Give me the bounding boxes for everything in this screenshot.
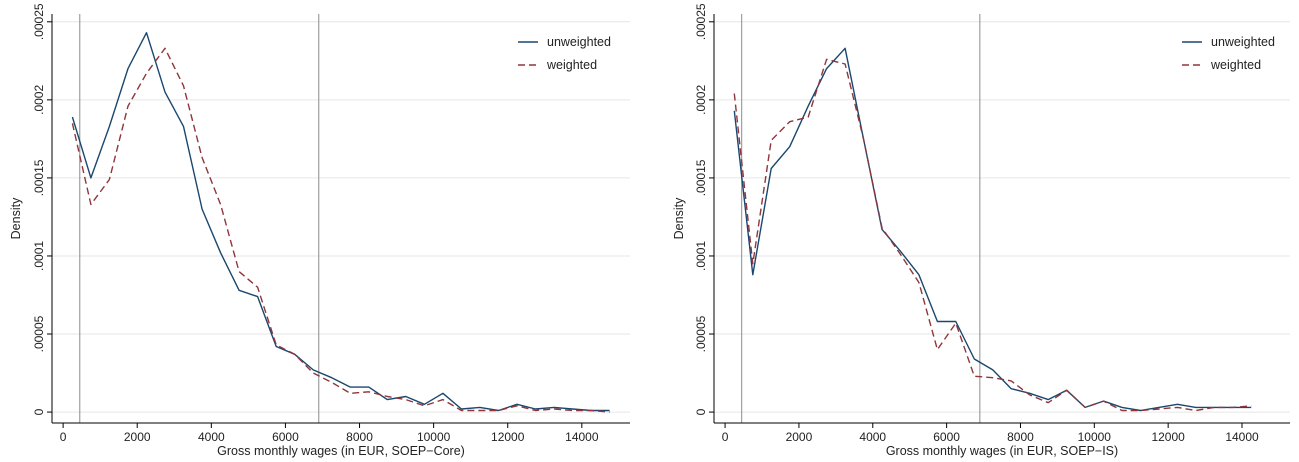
y-tick-label: .0002 bbox=[694, 85, 708, 115]
y-tick-label: .00025 bbox=[32, 3, 46, 40]
x-tick-label: 2000 bbox=[786, 430, 813, 444]
x-tick-label: 2000 bbox=[124, 430, 151, 444]
x-tick-label: 4000 bbox=[859, 430, 886, 444]
x-tick-label: 14000 bbox=[1225, 430, 1259, 444]
y-axis-title: Density bbox=[9, 197, 23, 239]
y-tick-label: .00005 bbox=[32, 315, 46, 352]
y-tick-label: .0001 bbox=[694, 241, 708, 271]
y-axis-title: Density bbox=[672, 197, 686, 239]
figure: 0 2000 4000 6000 8000 10000 12000 14000 0 .00005.… bbox=[0, 0, 1299, 462]
x-tick-label: 4000 bbox=[198, 430, 225, 444]
x-tick-label: 0 bbox=[60, 430, 67, 444]
x-tick-label: 6000 bbox=[933, 430, 960, 444]
figure-background bbox=[0, 0, 1299, 462]
x-tick-label: 12000 bbox=[1151, 430, 1185, 444]
x-tick-label: 14000 bbox=[565, 430, 599, 444]
x-tick-label: 6000 bbox=[272, 430, 299, 444]
legend-label-weighted: weighted bbox=[1210, 58, 1261, 72]
legend-label-unweighted: unweighted bbox=[1211, 35, 1275, 49]
y-tick-label: .0002 bbox=[32, 85, 46, 115]
y-tick-label: 0 bbox=[694, 408, 708, 415]
x-axis-title: Gross monthly wages (in EUR, SOEP−IS) bbox=[886, 444, 1118, 458]
x-tick-label: 0 bbox=[722, 430, 729, 444]
x-tick-label: 8000 bbox=[346, 430, 373, 444]
y-tick-label: .00015 bbox=[694, 159, 708, 196]
x-tick-label: 10000 bbox=[1078, 430, 1112, 444]
legend-label-weighted: weighted bbox=[546, 58, 597, 72]
y-tick-label: .00015 bbox=[32, 159, 46, 196]
x-tick-label: 8000 bbox=[1007, 430, 1034, 444]
y-tick-label: 0 bbox=[32, 408, 46, 415]
legend-label-unweighted: unweighted bbox=[547, 35, 611, 49]
x-tick-label: 12000 bbox=[491, 430, 525, 444]
x-axis-title: Gross monthly wages (in EUR, SOEP−Core) bbox=[217, 444, 465, 458]
x-tick-label: 10000 bbox=[417, 430, 451, 444]
y-tick-label: .0001 bbox=[32, 241, 46, 271]
y-tick-label: .00005 bbox=[694, 315, 708, 352]
y-tick-label: .00025 bbox=[694, 3, 708, 40]
